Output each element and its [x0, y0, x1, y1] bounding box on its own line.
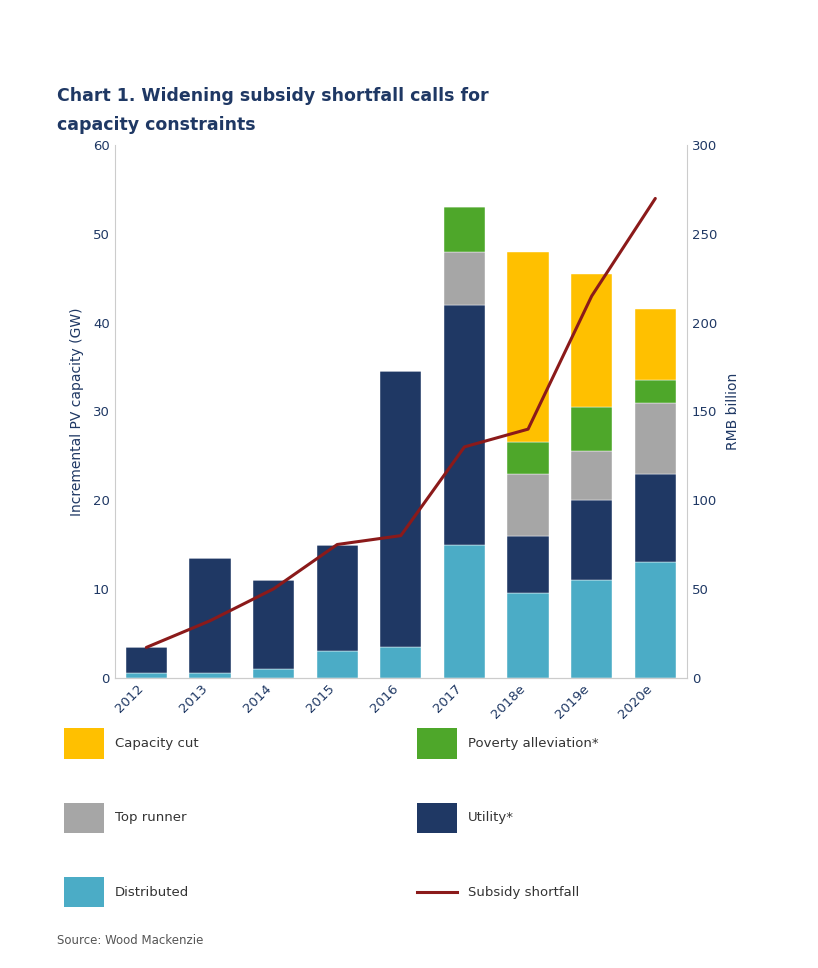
- Bar: [507, 593, 549, 678]
- Text: Subsidy shortfall: Subsidy shortfall: [468, 886, 579, 898]
- Bar: [571, 451, 613, 500]
- Bar: [571, 274, 613, 407]
- Bar: [65, 877, 104, 907]
- Bar: [635, 310, 676, 380]
- Bar: [65, 802, 104, 832]
- Text: capacity constraints: capacity constraints: [57, 116, 256, 135]
- Text: Top runner: Top runner: [115, 811, 187, 825]
- Bar: [635, 473, 676, 562]
- Bar: [253, 669, 294, 678]
- Bar: [635, 562, 676, 678]
- Bar: [417, 802, 456, 832]
- Bar: [507, 442, 549, 473]
- Bar: [444, 544, 485, 678]
- Text: Utility*: Utility*: [468, 811, 514, 825]
- Bar: [126, 673, 167, 678]
- Bar: [571, 407, 613, 451]
- Bar: [444, 305, 485, 544]
- Bar: [189, 673, 231, 678]
- Bar: [444, 252, 485, 305]
- Text: Distributed: Distributed: [115, 886, 189, 898]
- Bar: [571, 500, 613, 580]
- Bar: [635, 403, 676, 473]
- Bar: [571, 580, 613, 678]
- Bar: [507, 535, 549, 593]
- Bar: [65, 728, 104, 759]
- Bar: [317, 544, 358, 650]
- Bar: [189, 558, 231, 673]
- Bar: [253, 580, 294, 669]
- Text: Source: Wood Mackenzie: Source: Wood Mackenzie: [57, 934, 204, 947]
- Bar: [417, 728, 456, 759]
- Bar: [380, 647, 421, 678]
- Text: Poverty alleviation*: Poverty alleviation*: [468, 737, 598, 750]
- Y-axis label: RMB billion: RMB billion: [726, 373, 739, 450]
- Bar: [380, 372, 421, 647]
- Bar: [507, 473, 549, 535]
- Text: Capacity cut: Capacity cut: [115, 737, 199, 750]
- Bar: [507, 252, 549, 442]
- Text: Chart 1. Widening subsidy shortfall calls for: Chart 1. Widening subsidy shortfall call…: [57, 87, 489, 106]
- Y-axis label: Incremental PV capacity (GW): Incremental PV capacity (GW): [70, 307, 84, 516]
- Bar: [317, 650, 358, 678]
- Bar: [635, 380, 676, 403]
- Bar: [444, 207, 485, 252]
- Bar: [126, 647, 167, 673]
